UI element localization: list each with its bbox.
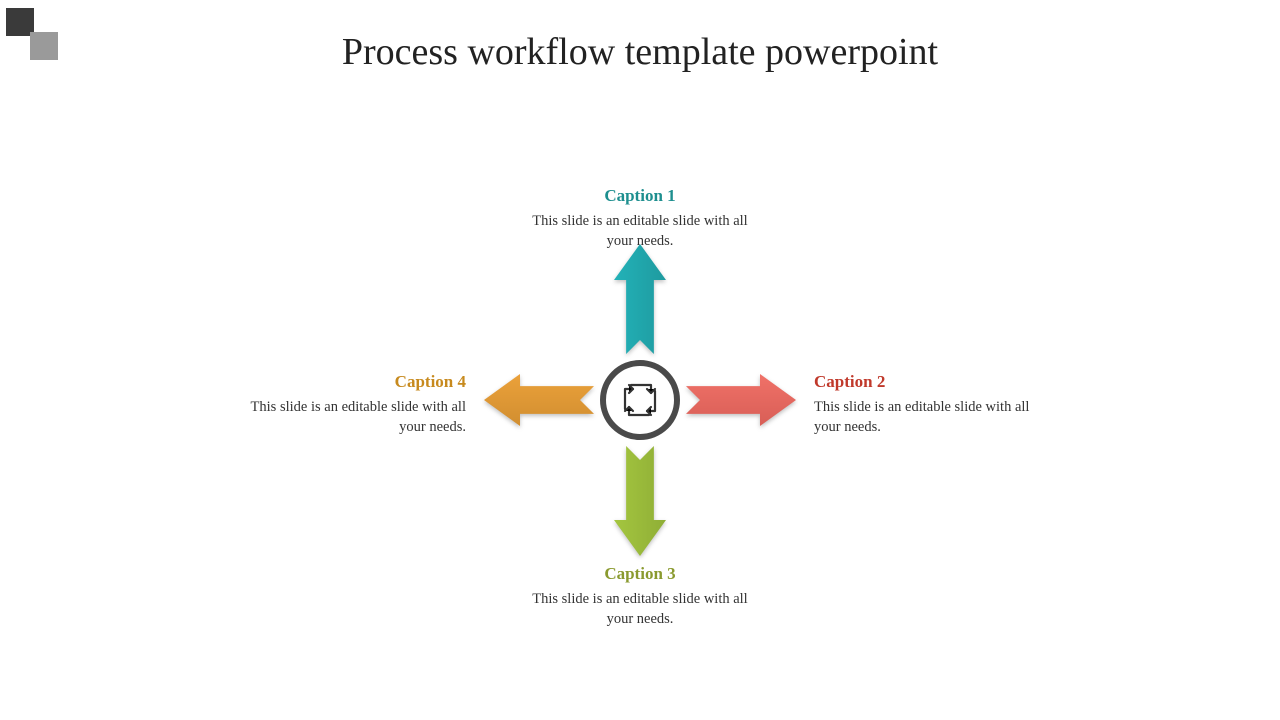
caption-1-text: This slide is an editable slide with all… <box>530 212 750 251</box>
arrow-down: 03 <box>614 446 666 556</box>
caption-1: Caption 1 This slide is an editable slid… <box>530 186 750 251</box>
caption-2-title: Caption 2 <box>814 372 1034 392</box>
caption-4-text: This slide is an editable slide with all… <box>246 398 466 437</box>
caption-2: Caption 2 This slide is an editable slid… <box>814 372 1034 437</box>
caption-3-text: This slide is an editable slide with all… <box>530 590 750 629</box>
cycle-icon <box>618 378 662 422</box>
caption-1-title: Caption 1 <box>530 186 750 206</box>
caption-3-title: Caption 3 <box>530 564 750 584</box>
caption-2-text: This slide is an editable slide with all… <box>814 398 1034 437</box>
caption-4: Caption 4 This slide is an editable slid… <box>246 372 466 437</box>
arrow-up: 01 <box>614 244 666 354</box>
process-diagram: 01 02 03 04 <box>0 100 1280 720</box>
slide-title: Process workflow template powerpoint <box>0 30 1280 74</box>
center-circle-icon <box>600 360 680 440</box>
arrow-right: 02 <box>686 374 796 426</box>
caption-4-title: Caption 4 <box>246 372 466 392</box>
arrow-left: 04 <box>484 374 594 426</box>
caption-3: Caption 3 This slide is an editable slid… <box>530 564 750 629</box>
